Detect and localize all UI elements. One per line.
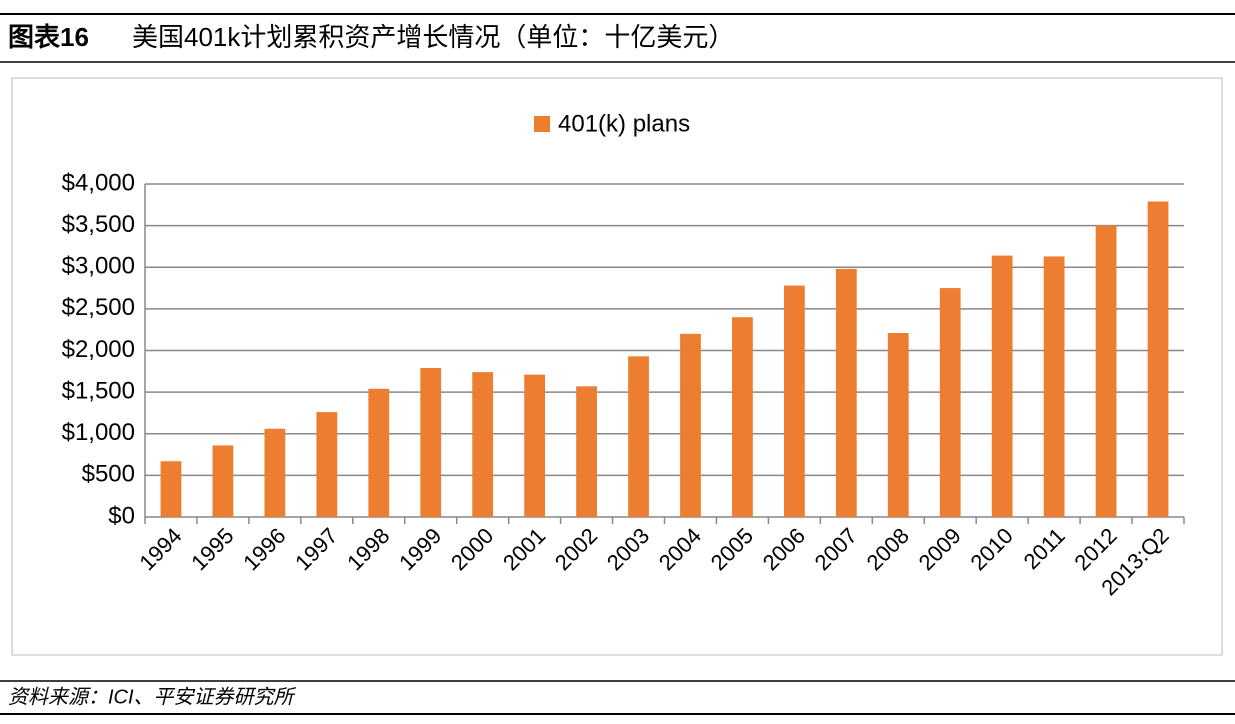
bar	[212, 445, 234, 517]
bar	[835, 268, 857, 517]
bar	[628, 356, 649, 517]
bar	[732, 317, 753, 517]
bar	[991, 255, 1013, 517]
bar	[524, 374, 546, 517]
figure-title: 美国401k计划累积资产增长情况（单位：十亿美元）	[132, 22, 734, 52]
legend-label: 401(k) plans	[558, 110, 690, 137]
y-tick-label: $2,500	[62, 294, 135, 321]
y-tick-label: $1,000	[62, 419, 135, 446]
bar	[1095, 225, 1117, 517]
source-note: 资料来源：ICI、平安证券研究所	[8, 686, 297, 708]
legend-swatch	[534, 116, 550, 132]
y-tick-label: $4,000	[62, 169, 135, 196]
bar	[472, 372, 494, 517]
y-tick-label: $3,500	[62, 211, 135, 238]
bar	[264, 428, 286, 517]
bar	[1043, 256, 1065, 517]
y-tick-label: $1,500	[62, 377, 135, 404]
bar	[160, 461, 182, 517]
chart-frame	[11, 77, 1223, 656]
bar	[368, 388, 390, 517]
bar	[887, 333, 909, 517]
bar	[783, 285, 805, 517]
bar	[576, 386, 597, 517]
bar	[316, 412, 338, 517]
y-tick-label: $0	[108, 502, 135, 529]
y-tick-label: $3,000	[62, 253, 135, 280]
y-tick-label: $500	[82, 461, 135, 488]
bar	[1147, 201, 1169, 518]
bar	[680, 333, 701, 517]
figure-label: 图表16	[8, 22, 89, 52]
bar	[420, 367, 442, 517]
y-tick-label: $2,000	[62, 336, 135, 363]
bar	[939, 288, 961, 517]
